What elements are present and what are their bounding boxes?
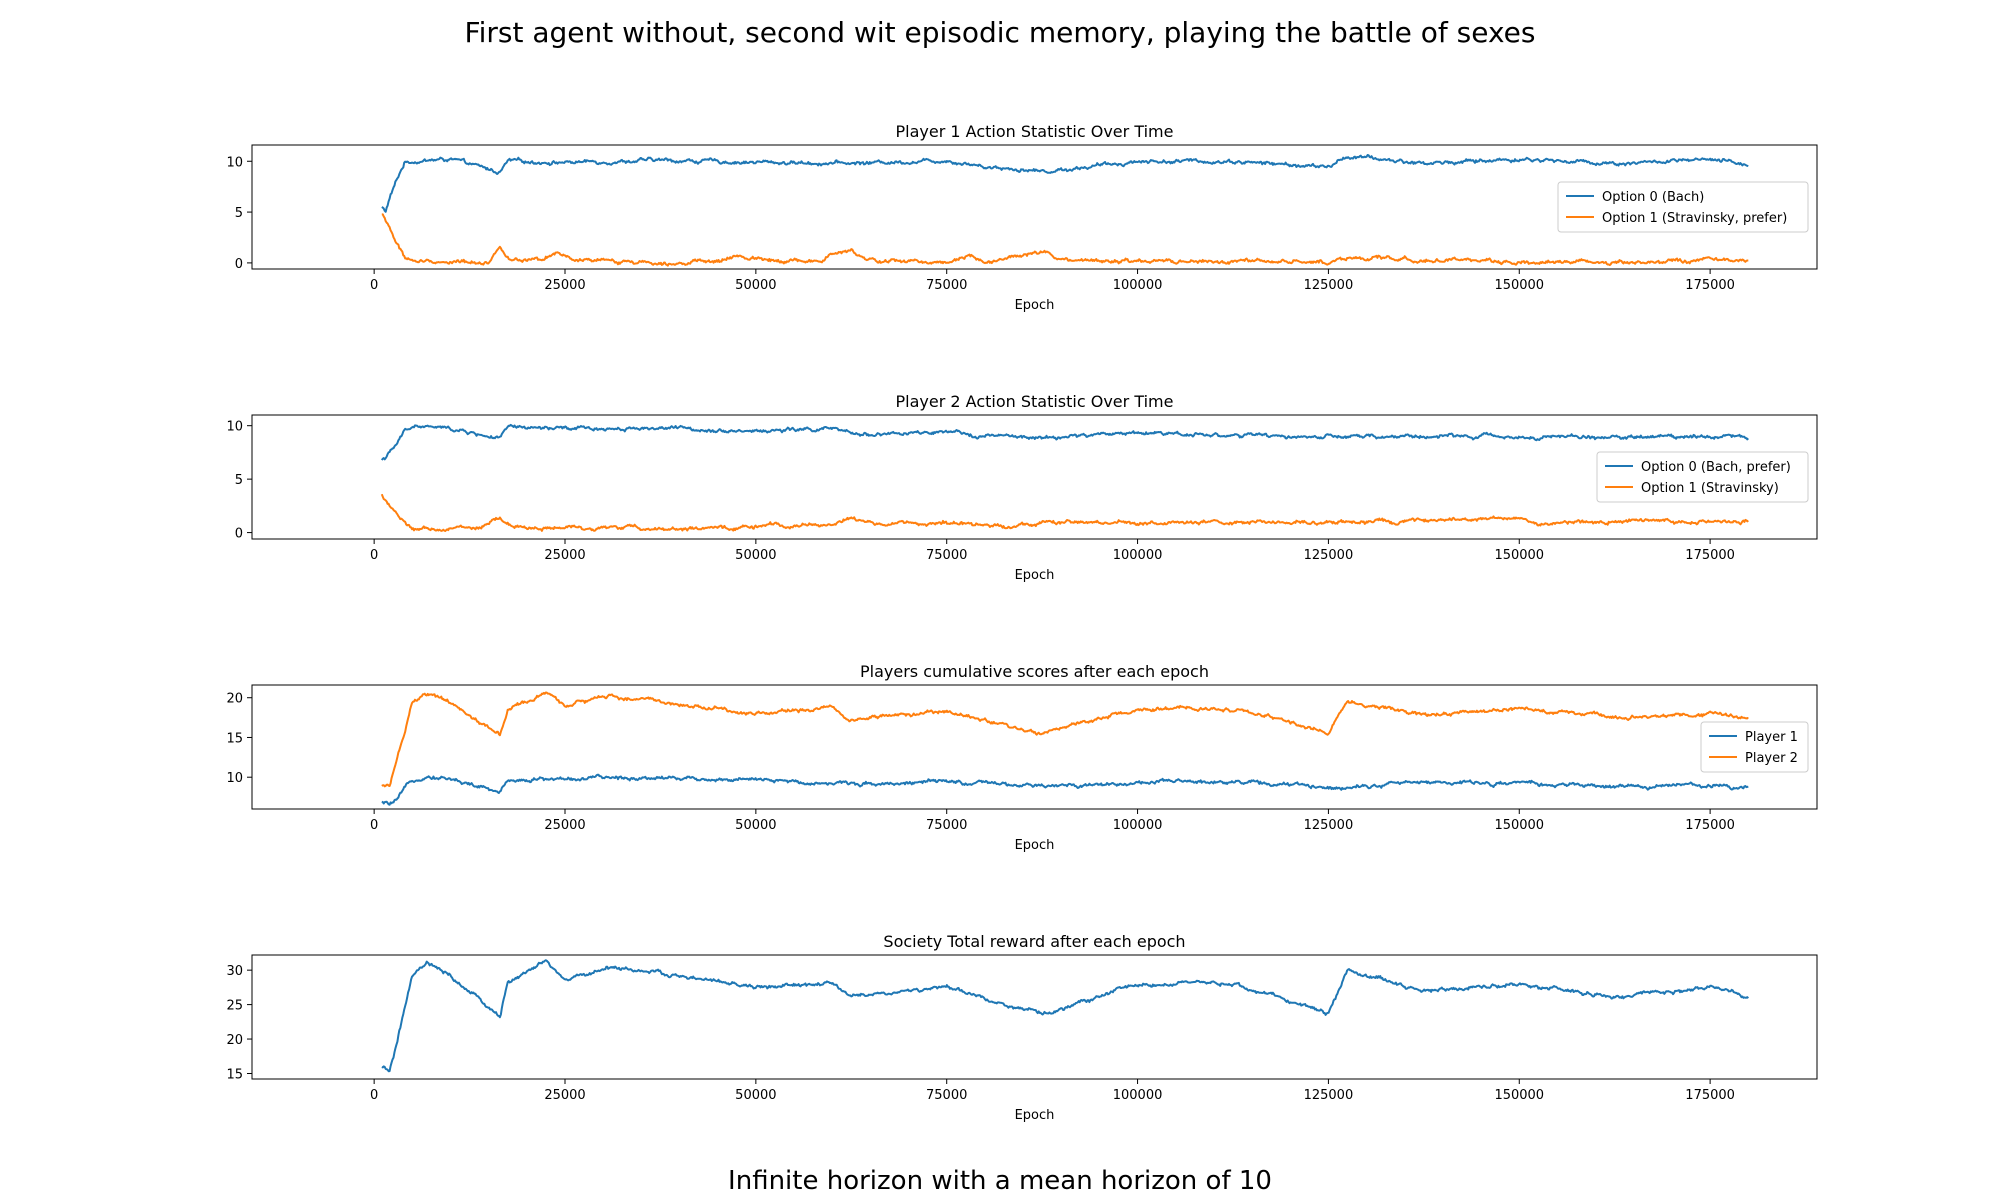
series-line-1 xyxy=(381,773,1749,806)
legend-label: Option 1 (Stravinsky, prefer) xyxy=(1602,211,1787,226)
legend-label: Option 0 (Bach, prefer) xyxy=(1641,460,1791,475)
legend-box xyxy=(1557,181,1809,233)
legend: Player 1 Player 2 xyxy=(1700,721,1809,773)
x-tick-label: 150000 xyxy=(1494,278,1544,293)
series-line-2 xyxy=(381,691,1749,788)
legend-label: Player 2 xyxy=(1745,751,1798,766)
y-tick-label: 25 xyxy=(226,999,243,1014)
x-tick-label: 100000 xyxy=(1113,548,1163,563)
y-tick-label: 5 xyxy=(235,206,243,221)
x-tick-label: 125000 xyxy=(1304,818,1354,833)
x-tick-label: 25000 xyxy=(544,548,585,563)
series-line-1 xyxy=(380,423,1749,461)
series-line-1 xyxy=(381,959,1750,1073)
y-tick-label: 20 xyxy=(226,1033,243,1048)
series-line-2 xyxy=(380,493,1749,532)
legend: Option 0 (Bach, prefer) Option 1 (Stravin… xyxy=(1596,451,1809,503)
axes-frame xyxy=(251,414,1818,540)
axes-frame xyxy=(251,684,1818,810)
y-tick-label: 15 xyxy=(226,1067,243,1082)
chart-title: Player 2 Action Statistic Over Time xyxy=(896,392,1174,411)
axes-frame xyxy=(251,954,1818,1080)
x-axis-label: Epoch xyxy=(1015,838,1055,853)
y-tick-label: 10 xyxy=(226,771,243,786)
x-tick-label: 150000 xyxy=(1494,1088,1544,1103)
x-tick-label: 100000 xyxy=(1113,818,1163,833)
x-tick-label: 175000 xyxy=(1685,1088,1735,1103)
y-tick-label: 30 xyxy=(226,964,243,979)
x-axis-label: Epoch xyxy=(1015,568,1055,583)
series-line-1 xyxy=(381,154,1749,213)
x-tick-label: 0 xyxy=(370,548,378,563)
x-tick-label: 125000 xyxy=(1304,1088,1354,1103)
x-tick-label: 125000 xyxy=(1304,548,1354,563)
legend-box xyxy=(1596,451,1809,503)
x-axis-label: Epoch xyxy=(1015,1108,1055,1123)
legend-label: Player 1 xyxy=(1745,730,1798,745)
chart-title: Player 1 Action Statistic Over Time xyxy=(896,122,1174,141)
x-tick-label: 0 xyxy=(370,1088,378,1103)
legend-box xyxy=(1700,721,1809,773)
x-tick-label: 100000 xyxy=(1113,1088,1163,1103)
x-tick-label: 50000 xyxy=(735,818,776,833)
series-line-2 xyxy=(381,213,1749,267)
x-tick-label: 0 xyxy=(370,278,378,293)
figure-title: First agent without, second wit episodic… xyxy=(464,16,1536,49)
legend: Option 0 (Bach) Option 1 (Stravinsky, pre… xyxy=(1557,181,1809,233)
x-tick-label: 50000 xyxy=(735,548,776,563)
chart-title: Society Total reward after each epoch xyxy=(883,932,1185,951)
x-tick-label: 175000 xyxy=(1685,818,1735,833)
chart-2: Player 2 Action Statistic Over Time 0 2500… xyxy=(226,392,1818,583)
figure-footer: Infinite horizon with a mean horizon of … xyxy=(728,1166,1272,1196)
x-tick-label: 25000 xyxy=(544,278,585,293)
chart-title: Players cumulative scores after each epo… xyxy=(860,662,1209,681)
y-tick-label: 0 xyxy=(235,527,243,542)
chart-1: Player 1 Action Statistic Over Time 0 2500… xyxy=(226,122,1818,313)
x-tick-label: 25000 xyxy=(544,1088,585,1103)
x-tick-label: 25000 xyxy=(544,818,585,833)
y-tick-label: 5 xyxy=(235,473,243,488)
y-tick-label: 10 xyxy=(226,155,243,170)
x-tick-label: 175000 xyxy=(1685,278,1735,293)
x-tick-label: 150000 xyxy=(1494,548,1544,563)
x-tick-label: 75000 xyxy=(926,1088,967,1103)
axes-frame xyxy=(251,144,1818,270)
x-tick-label: 100000 xyxy=(1113,278,1163,293)
x-tick-label: 50000 xyxy=(735,278,776,293)
chart-4: Society Total reward after each epoch 0 25… xyxy=(226,932,1818,1123)
y-tick-label: 15 xyxy=(226,731,243,746)
x-tick-label: 125000 xyxy=(1304,278,1354,293)
legend-label: Option 1 (Stravinsky) xyxy=(1641,481,1779,496)
y-tick-label: 20 xyxy=(226,692,243,707)
x-tick-label: 50000 xyxy=(735,1088,776,1103)
x-tick-label: 75000 xyxy=(926,818,967,833)
y-tick-label: 10 xyxy=(226,420,243,435)
x-tick-label: 0 xyxy=(370,818,378,833)
y-tick-label: 0 xyxy=(235,257,243,272)
x-tick-label: 75000 xyxy=(926,548,967,563)
x-tick-label: 175000 xyxy=(1685,548,1735,563)
x-axis-label: Epoch xyxy=(1015,298,1055,313)
x-tick-label: 75000 xyxy=(926,278,967,293)
x-tick-label: 150000 xyxy=(1494,818,1544,833)
chart-3: Players cumulative scores after each epo… xyxy=(226,662,1818,853)
legend-label: Option 0 (Bach) xyxy=(1602,190,1704,205)
